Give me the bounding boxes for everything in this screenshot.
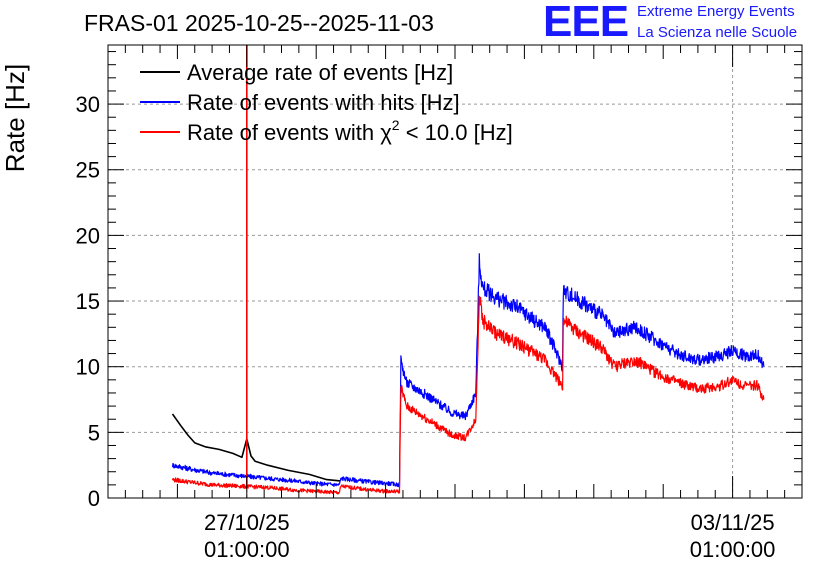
legend-label-chi: χ	[380, 120, 392, 145]
legend-label-sup: 2	[392, 117, 400, 133]
x-tick-date-label: 27/10/25	[204, 510, 290, 535]
y-axis-label: Rate [Hz]	[0, 64, 30, 172]
legend-label-prefix: Rate of events with	[187, 120, 380, 145]
legend: Average rate of events [Hz] Rate of event…	[140, 60, 513, 145]
x-tick-date-label: 03/11/25	[691, 510, 775, 535]
y-tick-label: 5	[88, 420, 100, 445]
legend-label-suffix: < 10.0 [Hz]	[400, 120, 513, 145]
y-tick-label: 0	[88, 486, 100, 511]
series-group	[171, 45, 765, 495]
series-line-2	[171, 295, 765, 495]
y-tick-label: 10	[76, 355, 100, 380]
legend-label-0: Average rate of events [Hz]	[187, 60, 453, 85]
x-tick-time-label: 01:00:00	[690, 537, 776, 562]
y-tick-label: 25	[76, 158, 100, 183]
org-subtitle: La Scienza nelle Scuole	[637, 24, 798, 41]
y-tick-label: 15	[76, 289, 100, 314]
series-line-1	[171, 253, 765, 488]
legend-label-2: Rate of events with χ2 < 10.0 [Hz]	[187, 117, 513, 145]
y-tick-label: 20	[76, 223, 100, 248]
x-tick-time-label: 01:00:00	[204, 537, 290, 562]
y-tick-label: 30	[76, 92, 100, 117]
org-name: Extreme Energy Events	[637, 3, 795, 20]
series-line-0	[171, 413, 341, 482]
eee-logo: EEE EEE	[543, 0, 632, 47]
grid-lines	[108, 45, 802, 498]
chart-title: FRAS-01 2025-10-25--2025-11-03	[84, 10, 434, 36]
eee-logo-text: EEE	[543, 0, 629, 46]
legend-label-1: Rate of events with hits [Hz]	[187, 90, 460, 115]
axes: 05101520253027/10/2501:00:0003/11/2501:0…	[76, 44, 803, 562]
